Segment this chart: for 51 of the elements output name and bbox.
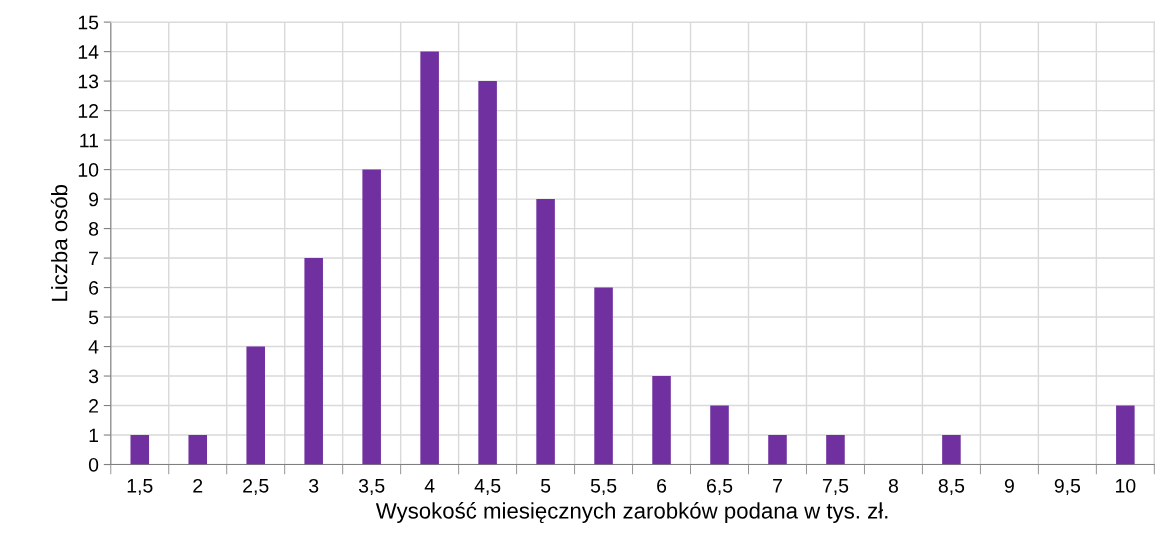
- bar: [478, 81, 497, 465]
- bar: [826, 435, 845, 465]
- y-tick-label: 8: [89, 222, 99, 236]
- bar: [304, 258, 323, 465]
- y-tick-label: 6: [89, 281, 99, 295]
- bar: [942, 435, 961, 465]
- x-tick-label: 2,5: [243, 478, 269, 495]
- x-tick-label: 2: [193, 478, 203, 493]
- y-tick-label: 1: [89, 428, 99, 443]
- x-tick-label: 8: [888, 478, 899, 493]
- bar: [768, 435, 787, 465]
- bar: [710, 405, 729, 465]
- bar: [362, 169, 381, 465]
- x-tick-label: 4: [424, 479, 435, 493]
- bar: [1116, 405, 1135, 465]
- y-tick-label: 7: [89, 251, 98, 266]
- bar: [594, 287, 613, 465]
- x-tick-label: 9,5: [1054, 478, 1081, 495]
- x-tick-label: 7,5: [822, 479, 849, 495]
- bar: [652, 376, 671, 465]
- x-tick-label: 3,5: [358, 478, 385, 495]
- y-tick-label: 5: [88, 310, 99, 325]
- x-tick-label: 10: [1116, 478, 1136, 493]
- bar: [246, 346, 265, 465]
- x-tick-label: 8,5: [938, 478, 965, 495]
- y-tick-label: 14: [78, 45, 99, 59]
- x-tick-label: 5: [540, 479, 551, 493]
- x-tick-label: 3: [309, 478, 319, 493]
- x-tick-label: 5,5: [590, 479, 617, 495]
- y-tick-label: 12: [78, 104, 98, 118]
- bar: [130, 435, 150, 465]
- y-tick-label: 13: [78, 74, 99, 89]
- bar: [536, 199, 555, 465]
- x-tick-label: 7: [773, 479, 782, 493]
- bar: [420, 51, 439, 465]
- y-tick-label: 9: [89, 192, 99, 207]
- y-tick-label: 3: [88, 369, 99, 384]
- x-tick-label: 4,5: [474, 479, 501, 495]
- y-axis-title: Liczba osób: [50, 184, 68, 301]
- y-tick-label: 2: [89, 399, 98, 413]
- x-tick-label: 1,5: [127, 479, 153, 495]
- y-tick-label: 15: [78, 15, 99, 30]
- y-tick-label: 0: [88, 457, 99, 472]
- bar: [188, 435, 208, 465]
- x-axis-title: Wysokość miesięcznych zarobków podana w tys. zł.: [375, 502, 888, 524]
- x-tick-label: 6,5: [706, 478, 733, 495]
- y-tick-label: 11: [80, 133, 99, 148]
- y-tick-label: 4: [88, 340, 99, 354]
- x-tick-label: 6: [657, 478, 667, 493]
- x-tick-label: 9: [1004, 478, 1014, 493]
- y-tick-label: 10: [78, 163, 99, 177]
